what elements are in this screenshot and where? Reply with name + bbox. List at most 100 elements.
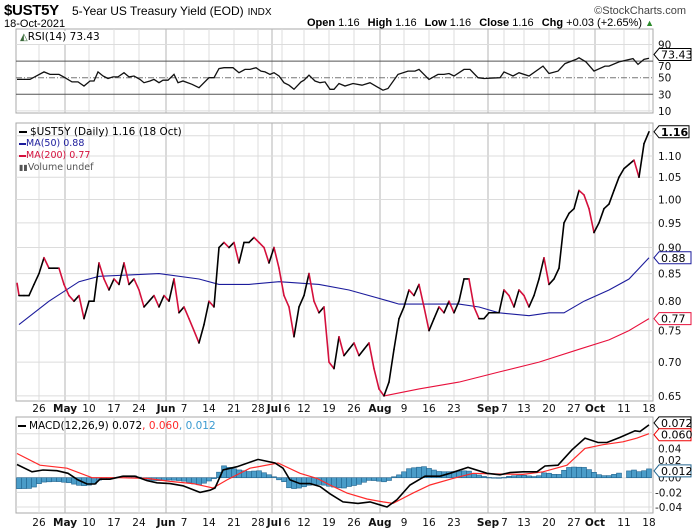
change-label: Chg: [541, 17, 564, 29]
exchange: INDX: [247, 7, 272, 18]
price-segment: [163, 294, 170, 303]
rsi-line: [17, 57, 650, 91]
price-segment: [288, 306, 295, 338]
histogram-bar: [281, 477, 287, 483]
x-axis-tick-label: 18: [642, 403, 655, 415]
price-segment: [43, 256, 50, 270]
histogram-bar: [486, 477, 492, 479]
price-y-tick-label: 0.75: [658, 326, 681, 338]
x-axis-tick-label: 7: [181, 403, 188, 415]
signal-legend-label: , 0.060: [142, 420, 179, 432]
price-segment: [213, 246, 220, 308]
open-label: Open: [306, 17, 336, 29]
price-segment: [118, 262, 125, 286]
price-segment: [608, 189, 615, 205]
price-legend-label: $UST5Y (Daily) 1.16 (18 Oct): [30, 126, 182, 138]
histogram-bar: [26, 477, 32, 489]
x-axis-tick-label: 6: [284, 403, 291, 415]
x-axis-tick-label: 10: [82, 517, 95, 529]
x-axis-tick-label: 24: [132, 517, 146, 529]
histogram-bar: [406, 468, 412, 478]
x-axis-tick-label: May: [53, 517, 77, 529]
chart-title: 5-Year US Treasury Yield (EOD) INDX: [72, 4, 272, 18]
histogram-bar: [271, 476, 277, 478]
price-segment: [318, 306, 325, 314]
price-segment: [248, 236, 255, 244]
x-axis-tick-label: 17: [107, 403, 120, 415]
price-segment: [618, 167, 625, 179]
histogram-value-tag: 0.012: [661, 465, 693, 478]
ohlc-summary: Open 1.16 High 1.16 Low 1.16 Close 1.16 …: [302, 17, 654, 29]
price-segment: [38, 256, 45, 275]
histogram-bar: [516, 475, 522, 478]
histogram-bar: [471, 473, 477, 479]
ma50-legend-label: MA(50) 0.88: [26, 138, 85, 149]
price-segment: [348, 342, 355, 351]
histogram-bar: [491, 477, 497, 479]
macd-y-tick-label: -0.02: [655, 487, 682, 499]
price-segment: [453, 300, 460, 314]
volume-legend-label: Volume undef: [27, 162, 94, 173]
histogram-bar: [41, 477, 47, 483]
price-segment: [133, 278, 140, 291]
price-segment: [33, 272, 40, 286]
price-segment: [16, 282, 20, 296]
price-y-tick-label: 0.80: [658, 296, 681, 308]
price-segment: [583, 194, 590, 210]
histogram-bar: [31, 477, 37, 488]
ma200-tag-frame: [653, 312, 692, 326]
histogram-bar: [291, 477, 297, 489]
price-segment: [113, 278, 120, 286]
price-segment: [598, 207, 605, 224]
volume-bars-icon: ▮▮: [19, 163, 28, 172]
histogram-bar: [256, 470, 262, 478]
histogram-bar: [391, 476, 397, 479]
price-segment: [548, 278, 555, 286]
price-segment: [153, 294, 160, 308]
histogram-bar: [641, 470, 647, 479]
price-segment: [203, 300, 210, 326]
price-segment: [278, 267, 285, 297]
ma200-legend-label: MA(200) 0.77: [26, 150, 91, 161]
ma200-line: [383, 318, 650, 397]
signal-value-tag: 0.060: [661, 429, 693, 442]
price-segment: [183, 306, 190, 320]
macd-value-tag-frame: [653, 416, 692, 430]
signal-line: [16, 433, 650, 505]
x-axis-tick-label: Jul: [266, 517, 282, 529]
histogram-bar: [596, 474, 602, 478]
histogram-bar: [351, 477, 357, 486]
histogram-bar: [246, 471, 252, 479]
x-axis-tick-label: Aug: [368, 403, 391, 415]
price-segment: [498, 289, 505, 314]
price-segment: [398, 306, 405, 320]
histogram-bar: [181, 477, 187, 482]
ma50-tag-frame: [653, 251, 692, 265]
x-axis-tick-label: 11: [617, 517, 630, 529]
signal-value-tag-frame: [653, 428, 692, 442]
x-axis-tick-label: 24: [132, 403, 146, 415]
price-segment: [233, 241, 240, 264]
price-segment: [588, 207, 595, 234]
price-segment: [303, 272, 310, 297]
price-segment: [108, 278, 115, 291]
histogram-bar: [521, 474, 527, 479]
price-segment: [353, 342, 360, 357]
macd-y-tick-label: -0.04: [655, 502, 682, 514]
histogram-bar: [371, 477, 377, 481]
x-axis-tick-label: 13: [517, 517, 530, 529]
macd-value-tag: 0.072: [661, 417, 693, 430]
price-segment: [308, 272, 315, 303]
security-name: 5-Year US Treasury Yield (EOD): [72, 4, 244, 18]
price-segment: [273, 246, 280, 270]
histogram-bar: [526, 475, 532, 478]
close-value: 1.16: [512, 17, 534, 29]
x-axis-tick-label: 19: [322, 517, 335, 529]
histogram-bar: [301, 477, 307, 488]
price-segment: [238, 241, 245, 264]
histogram-bar: [376, 477, 382, 482]
price-segment: [408, 289, 415, 297]
price-segment: [418, 283, 425, 308]
histogram-bar: [196, 477, 202, 486]
